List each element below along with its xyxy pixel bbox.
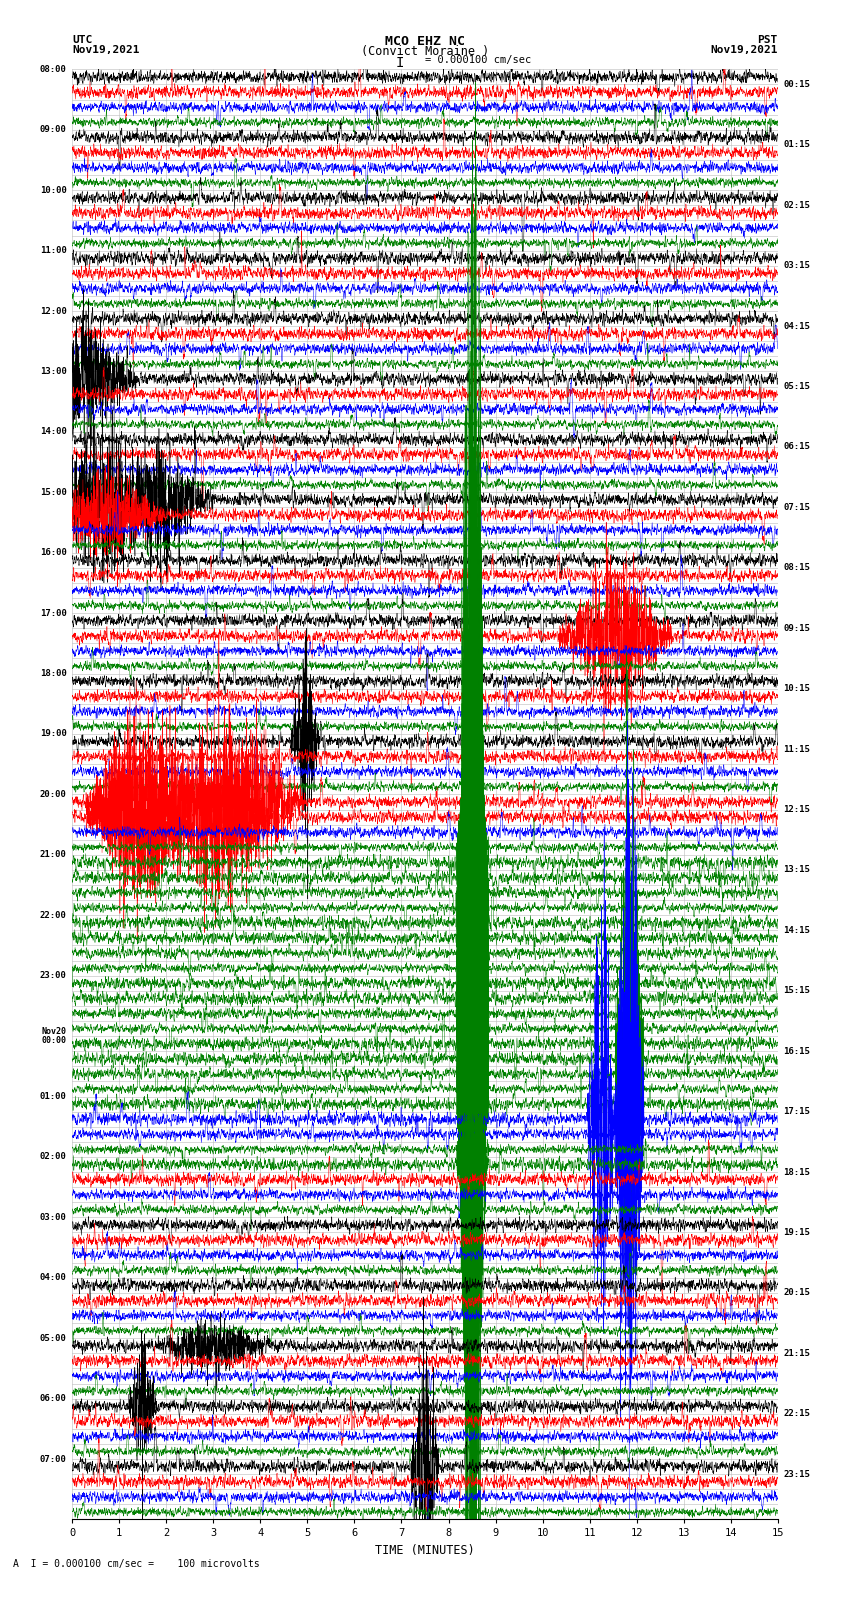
Text: 13:00: 13:00 [40,368,66,376]
Text: 20:00: 20:00 [40,790,66,798]
Text: 01:15: 01:15 [784,140,810,150]
Text: Nov19,2021: Nov19,2021 [72,45,139,55]
Text: 04:00: 04:00 [40,1273,66,1282]
Text: 13:15: 13:15 [784,866,810,874]
Text: PST: PST [757,35,778,45]
Text: 07:00: 07:00 [40,1455,66,1463]
Text: Nov20: Nov20 [42,1027,66,1036]
Text: 11:00: 11:00 [40,247,66,255]
Text: 07:15: 07:15 [784,503,810,511]
Text: 11:15: 11:15 [784,745,810,753]
Text: 09:15: 09:15 [784,624,810,632]
Text: 08:15: 08:15 [784,563,810,573]
Text: 23:15: 23:15 [784,1469,810,1479]
X-axis label: TIME (MINUTES): TIME (MINUTES) [375,1544,475,1557]
Text: 21:15: 21:15 [784,1348,810,1358]
Text: 16:00: 16:00 [40,548,66,556]
Text: UTC: UTC [72,35,93,45]
Text: (Convict Moraine ): (Convict Moraine ) [361,45,489,58]
Text: 01:00: 01:00 [40,1092,66,1102]
Text: 05:00: 05:00 [40,1334,66,1342]
Text: 15:15: 15:15 [784,986,810,995]
Text: 15:00: 15:00 [40,487,66,497]
Text: 20:15: 20:15 [784,1289,810,1297]
Text: 17:00: 17:00 [40,608,66,618]
Text: 14:00: 14:00 [40,427,66,437]
Text: 03:15: 03:15 [784,261,810,271]
Text: MCO EHZ NC: MCO EHZ NC [385,35,465,48]
Text: 06:15: 06:15 [784,442,810,452]
Text: 19:00: 19:00 [40,729,66,739]
Text: 00:15: 00:15 [784,81,810,89]
Text: 12:15: 12:15 [784,805,810,815]
Text: 23:00: 23:00 [40,971,66,981]
Text: Nov19,2021: Nov19,2021 [711,45,778,55]
Text: 16:15: 16:15 [784,1047,810,1055]
Text: 02:00: 02:00 [40,1152,66,1161]
Text: 19:15: 19:15 [784,1227,810,1237]
Text: 03:00: 03:00 [40,1213,66,1221]
Text: A  I = 0.000100 cm/sec =    100 microvolts: A I = 0.000100 cm/sec = 100 microvolts [13,1560,259,1569]
Text: 00:00: 00:00 [42,1036,66,1045]
Text: 22:15: 22:15 [784,1410,810,1418]
Text: 05:15: 05:15 [784,382,810,390]
Text: 09:00: 09:00 [40,126,66,134]
Text: 10:15: 10:15 [784,684,810,694]
Text: 14:15: 14:15 [784,926,810,936]
Text: 18:15: 18:15 [784,1168,810,1176]
Text: 10:00: 10:00 [40,185,66,195]
Text: = 0.000100 cm/sec: = 0.000100 cm/sec [425,55,531,65]
Text: 04:15: 04:15 [784,321,810,331]
Text: 17:15: 17:15 [784,1107,810,1116]
Text: 18:00: 18:00 [40,669,66,677]
Text: 12:00: 12:00 [40,306,66,316]
Text: 22:00: 22:00 [40,911,66,919]
Text: I: I [395,56,404,69]
Text: 06:00: 06:00 [40,1394,66,1403]
Text: 02:15: 02:15 [784,200,810,210]
Text: 08:00: 08:00 [40,65,66,74]
Text: 21:00: 21:00 [40,850,66,860]
